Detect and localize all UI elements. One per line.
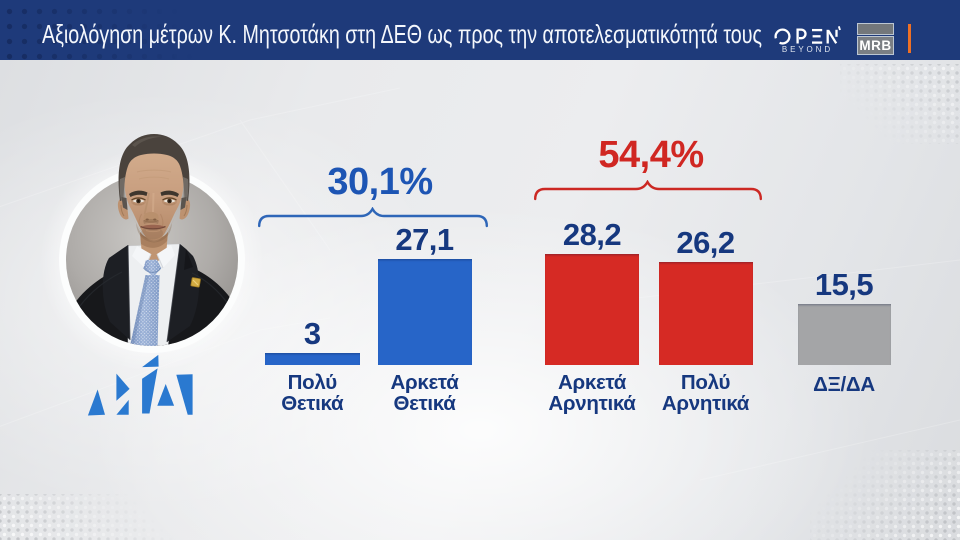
bar-dx-da [797, 304, 891, 365]
header-orange-divider [908, 24, 911, 53]
header-dot-pattern [0, 0, 250, 60]
halftone-dots-top-right [840, 64, 960, 144]
mrb-logo-text: MRB [857, 36, 894, 55]
category-label-line: ΔΞ/ΔΑ [813, 373, 875, 396]
category-label-line: Πολύ [287, 371, 337, 394]
portrait-person [66, 232, 238, 346]
group-bracket-negative [534, 180, 762, 201]
category-label-poly-arnitika: Πολύ Αρνητικά [626, 372, 786, 414]
category-label-dx-da: ΔΞ/ΔΑ [764, 374, 924, 395]
value-label-arketa-thetika: 27,1 [395, 221, 454, 257]
category-label-arketa-arnitika: Αρκετά Αρνητικά [512, 372, 672, 414]
bar-arketa-arnitika [545, 254, 639, 365]
category-label-line: Πολύ [680, 371, 731, 394]
mrb-logo: MRB [857, 23, 894, 55]
nd-party-logo [87, 354, 193, 416]
value-label-poly-arnitika: 26,2 [676, 225, 735, 260]
halftone-dots-bottom-right [810, 450, 960, 540]
category-label-line: Αρνητικά [661, 392, 750, 415]
bar-poly-thetika [265, 353, 360, 365]
group-bracket-positive [258, 207, 488, 228]
category-label-line: Αρκετά [557, 371, 627, 394]
value-label-poly-thetika: 3 [303, 316, 321, 352]
halftone-dots-bottom-left [0, 494, 190, 540]
page-title: Αξιολόγηση μέτρων Κ. Μητσοτάκη στη ΔΕΘ ω… [42, 19, 762, 49]
value-label-arketa-arnitika: 28,2 [562, 217, 622, 253]
bar-poly-arnitika [658, 262, 753, 365]
open-channel-logo [774, 26, 841, 45]
category-label-line: Αρκετά [390, 371, 459, 394]
group-label-negative: 54,4% [598, 134, 704, 176]
mrb-logo-top-bar [857, 23, 894, 35]
group-label-positive: 30,1% [327, 161, 433, 203]
value-label-dx-da: 15,5 [814, 267, 874, 303]
bar-arketa-thetika [377, 258, 472, 365]
category-label-line: Αρνητικά [548, 392, 636, 415]
category-label-line: Θετικά [393, 392, 456, 415]
category-label-poly-thetika: Πολύ Θετικά [232, 372, 392, 414]
politician-portrait [40, 134, 264, 372]
category-label-arketa-thetika: Αρκετά Θετικά [345, 372, 505, 414]
header-bar [0, 0, 960, 60]
open-logo-tagline: BEYOND [781, 45, 834, 54]
category-label-line: Θετικά [281, 392, 344, 415]
portrait-head [117, 134, 191, 243]
